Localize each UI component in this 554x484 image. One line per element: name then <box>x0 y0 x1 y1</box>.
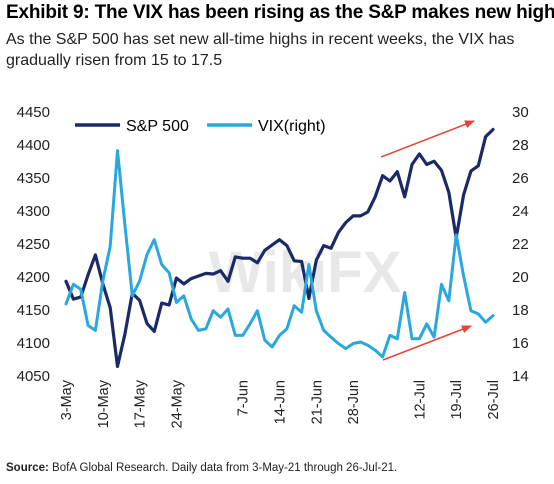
y-right-tick-label: 20 <box>512 269 529 286</box>
y-left-tick-label: 4450 <box>17 104 50 121</box>
y-left-tick-label: 4350 <box>17 170 50 187</box>
y-right-tick-label: 18 <box>512 302 529 319</box>
legend-label-sp500: S&P 500 <box>126 118 189 135</box>
y-left-tick-label: 4400 <box>17 137 50 154</box>
annotations <box>380 120 475 361</box>
legend-label-vix: VIX(right) <box>258 118 326 135</box>
source-note: Source: BofA Global Research. Daily data… <box>6 462 397 474</box>
series-lines <box>64 127 495 368</box>
y-right-tick-label: 30 <box>512 104 529 121</box>
y-left-tick-label: 4050 <box>17 368 50 385</box>
y-right-tick-label: 24 <box>512 203 529 220</box>
y-left-tick-label: 4250 <box>17 236 50 253</box>
x-tick-label: 7-Jun <box>236 380 252 416</box>
sp500-line <box>64 127 495 368</box>
y-right-tick-label: 22 <box>512 236 529 253</box>
x-tick-label: 12-Jul <box>412 380 428 420</box>
y-right-tick-label: 16 <box>512 335 529 352</box>
vix-trend-arrow <box>382 325 472 361</box>
x-tick-label: 21-Jun <box>309 380 325 424</box>
y-left-tick-label: 4200 <box>17 269 50 286</box>
exhibit-title: Exhibit 9: The VIX has been rising as th… <box>6 2 554 23</box>
y-right-tick-label: 28 <box>512 137 529 154</box>
legend: S&P 500 VIX(right) <box>75 118 326 135</box>
x-tick-label: 17-May <box>133 379 149 428</box>
x-tick-label: 28-Jun <box>346 380 362 424</box>
source-label: Source: <box>6 462 49 474</box>
source-text: BofA Global Research. Daily data from 3-… <box>52 462 398 474</box>
x-tick-label: 24-May <box>169 379 185 428</box>
y-left-tick-label: 4150 <box>17 302 50 319</box>
x-tick-label: 19-Jul <box>449 380 465 420</box>
x-tick-label: 14-Jun <box>273 380 289 424</box>
axes: 4050 4100 4150 4200 4250 4300 4350 4400 4450 14 16… <box>17 104 529 428</box>
y-right-tick-label: 14 <box>512 368 529 385</box>
exhibit-subtitle: As the S&P 500 has set new all-time high… <box>6 31 515 69</box>
y-right-tick-label: 26 <box>512 170 529 187</box>
x-tick-label: 3-May <box>59 379 75 420</box>
x-tick-label: 26-Jul <box>486 380 502 420</box>
vix-line <box>64 149 495 359</box>
sp500-trend-arrow <box>380 120 475 158</box>
y-left-tick-label: 4100 <box>17 335 50 352</box>
x-tick-label: 10-May <box>96 379 112 428</box>
y-left-tick-label: 4300 <box>17 203 50 220</box>
